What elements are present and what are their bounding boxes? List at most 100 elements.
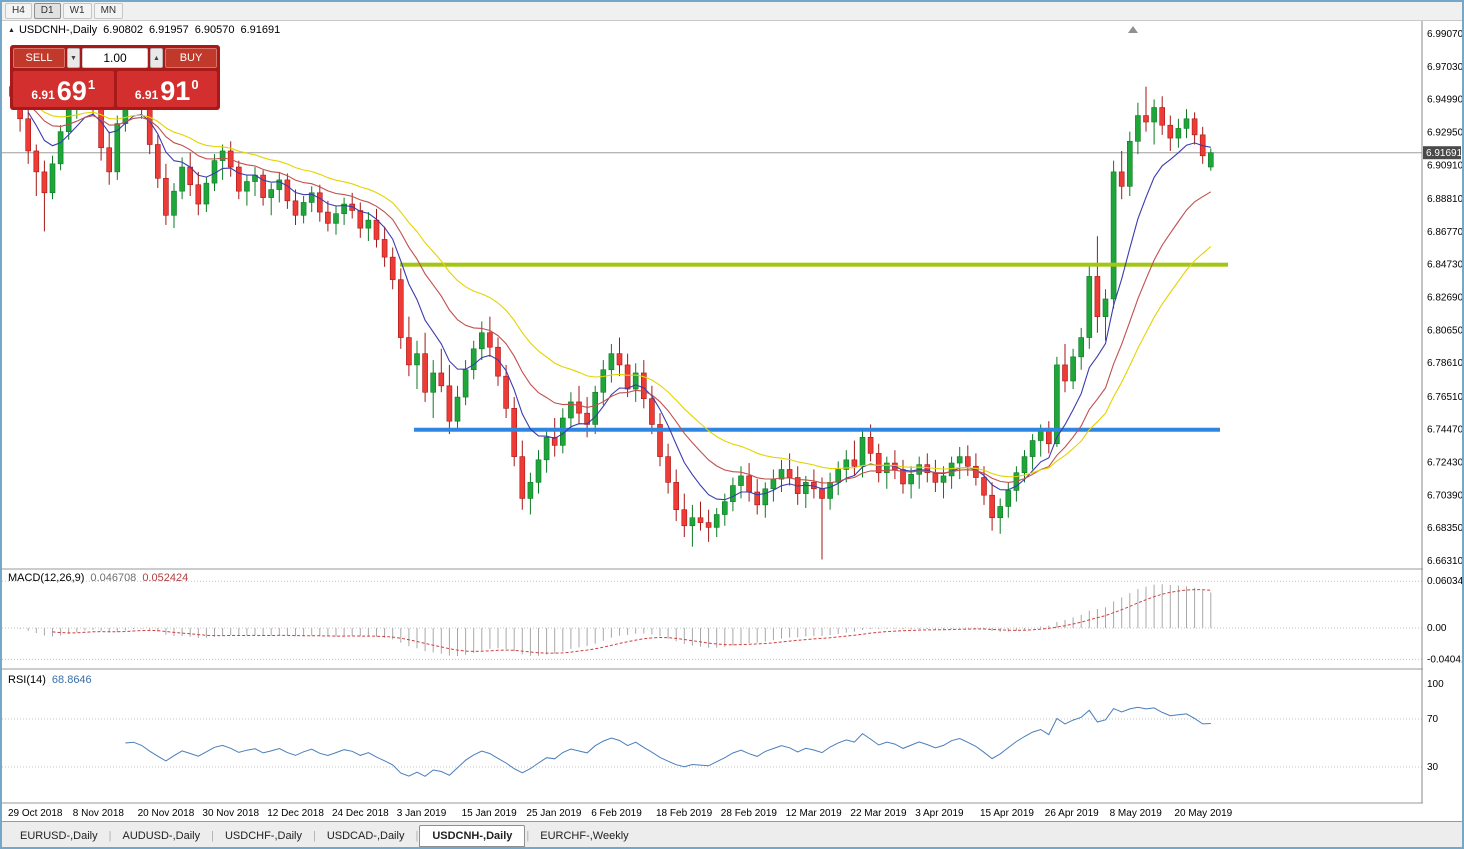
- chart-tab[interactable]: USDCHF-,Daily: [224, 829, 302, 842]
- chart-tab[interactable]: EURUSD-,Daily: [20, 829, 98, 842]
- price-axis[interactable]: 6.99070 6.97030 6.94990 6.92950 6.90910 6.888…: [1421, 21, 1462, 821]
- macd-axis-label: 0.00: [1427, 623, 1447, 634]
- price-axis-label: 6.99070: [1427, 29, 1462, 40]
- tab-separator: |: [415, 829, 419, 842]
- chart-tab[interactable]: USDCAD-,Daily: [326, 829, 405, 842]
- moving-average-28: [27, 101, 1212, 478]
- volume-input[interactable]: [82, 48, 148, 68]
- moving-average-17: [27, 104, 1212, 484]
- chart-canvas[interactable]: 6.99070 6.97030 6.94990 6.92950 6.90910 6.888…: [2, 21, 1462, 821]
- tab-separator: |: [526, 829, 530, 842]
- date-axis-label: 6 Feb 2019: [591, 808, 642, 819]
- date-axis-label: 3 Apr 2019: [915, 808, 964, 819]
- date-axis-label: 20 May 2019: [1174, 808, 1232, 819]
- macd-main-value: 0.046708: [90, 572, 137, 584]
- date-axis-label: 12 Mar 2019: [786, 808, 843, 819]
- price-axis-label: 6.78610: [1427, 358, 1462, 369]
- date-axis-label: 25 Jan 2019: [526, 808, 581, 819]
- date-axis-label: 15 Apr 2019: [980, 808, 1034, 819]
- rsi-indicator-label: RSI(14) 68.8646: [8, 674, 92, 686]
- chart-tab[interactable]: EURCHF-,Weekly: [540, 829, 629, 842]
- timeframe-button-d1[interactable]: D1: [33, 3, 61, 19]
- symbol-ohlc-label: ▲ USDCNH-,Daily 6.90802 6.91957 6.90570 6.916…: [8, 24, 280, 36]
- volume-increase-button[interactable]: ▲: [150, 48, 163, 68]
- timeframe-button-h4[interactable]: H4: [5, 3, 32, 19]
- rsi-axis-label: 30: [1427, 762, 1439, 773]
- support-line[interactable]: [414, 427, 1220, 432]
- symbol-name: USDCNH-,Daily: [18, 24, 98, 36]
- price-axis-label: 6.97030: [1427, 62, 1462, 73]
- date-axis[interactable]: 29 Oct 2018 8 Nov 2018 20 Nov 2018 30 Nov 2…: [8, 808, 1233, 819]
- moving-average-8: [27, 112, 1211, 501]
- date-axis-label: 20 Nov 2018: [138, 808, 195, 819]
- date-axis-label: 8 Nov 2018: [73, 808, 125, 819]
- rsi-name: RSI(14): [8, 674, 46, 686]
- volume-up-icon: ▲: [153, 54, 160, 62]
- date-axis-label: 8 May 2019: [1110, 808, 1163, 819]
- price-axis-label: 6.84730: [1427, 260, 1462, 271]
- macd-indicator-label: MACD(12,26,9) 0.046708 0.052424: [8, 572, 188, 584]
- price-axis-label: 6.86770: [1427, 227, 1462, 238]
- date-axis-label: 28 Feb 2019: [721, 808, 778, 819]
- chart-area: 6.99070 6.97030 6.94990 6.92950 6.90910 6.888…: [2, 21, 1462, 821]
- one-click-collapse-icon[interactable]: ▲: [8, 26, 15, 34]
- price-axis-label: 6.80650: [1427, 325, 1462, 336]
- price-axis-label: 6.68350: [1427, 523, 1462, 534]
- sell-price-sup: 1: [87, 77, 96, 92]
- macd-signal-line: [52, 589, 1211, 654]
- price-axis-label: 6.88810: [1427, 194, 1462, 205]
- macd-name: MACD(12,26,9): [8, 572, 85, 584]
- sell-price-small: 6.91: [31, 88, 55, 102]
- sell-price-big: 69: [56, 76, 87, 107]
- macd-axis-label: -0.040415: [1427, 654, 1462, 665]
- price-axis-label: 6.92950: [1427, 127, 1462, 138]
- buy-price-big: 91: [160, 76, 191, 107]
- candlestick-series: [9, 73, 1214, 560]
- macd-axis-label: 0.060342: [1427, 576, 1462, 587]
- current-price-badge: [1423, 146, 1461, 160]
- ohlc-open: 6.90802: [103, 24, 143, 36]
- buy-price-sup: 0: [191, 77, 199, 92]
- date-axis-label: 30 Nov 2018: [202, 808, 259, 819]
- rsi-axis-label: 100: [1427, 679, 1444, 690]
- buy-price-display[interactable]: 6.91 91 0: [116, 71, 217, 107]
- chart-shift-marker-icon[interactable]: [1128, 26, 1138, 33]
- date-axis-label: 3 Jan 2019: [397, 808, 447, 819]
- date-axis-label: 26 Apr 2019: [1045, 808, 1099, 819]
- price-axis-label: 6.82690: [1427, 293, 1462, 304]
- volume-down-icon: ▼: [70, 54, 77, 62]
- price-axis-label: 6.74470: [1427, 425, 1462, 436]
- timeframe-button-mn[interactable]: MN: [93, 3, 124, 19]
- buy-price-small: 6.91: [134, 88, 159, 102]
- date-axis-label: 18 Feb 2019: [656, 808, 713, 819]
- svg-text:6.91691: 6.91691: [1426, 148, 1462, 159]
- timeframe-toolbar: H4 D1 W1 MN: [2, 2, 1462, 21]
- date-axis-label: 29 Oct 2018: [8, 808, 63, 819]
- tab-separator: |: [312, 829, 316, 842]
- chart-tab[interactable]: USDCNH-,Daily: [419, 824, 526, 847]
- rsi-line: [125, 706, 1211, 777]
- ohlc-close: 6.91691: [240, 24, 281, 36]
- ohlc-high: 6.91957: [148, 24, 189, 36]
- date-axis-label: 22 Mar 2019: [850, 808, 907, 819]
- tab-separator: |: [108, 829, 112, 842]
- volume-decrease-button[interactable]: ▼: [67, 48, 80, 68]
- chart-tab[interactable]: AUDUSD-,Daily: [122, 829, 201, 842]
- chart-tabs-bar: EURUSD-,Daily | AUDUSD-,Daily | USDCHF-,Dail…: [2, 821, 1462, 847]
- rsi-axis-label: 70: [1427, 714, 1439, 725]
- date-axis-label: 15 Jan 2019: [462, 808, 517, 819]
- price-axis-label: 6.72430: [1427, 458, 1462, 469]
- ohlc-low: 6.90570: [194, 24, 235, 36]
- buy-button[interactable]: BUY: [165, 48, 217, 68]
- price-axis-label: 6.66310: [1427, 556, 1462, 567]
- tab-separator: |: [211, 829, 214, 842]
- resistance-line[interactable]: [400, 262, 1228, 267]
- rsi-value: 68.8646: [51, 674, 92, 686]
- sell-price-display[interactable]: 6.91 69 1: [13, 71, 114, 107]
- price-axis-label: 6.76510: [1427, 392, 1462, 403]
- sell-button[interactable]: SELL: [13, 48, 65, 68]
- timeframe-button-w1[interactable]: W1: [62, 3, 92, 19]
- date-axis-label: 12 Dec 2018: [267, 808, 324, 819]
